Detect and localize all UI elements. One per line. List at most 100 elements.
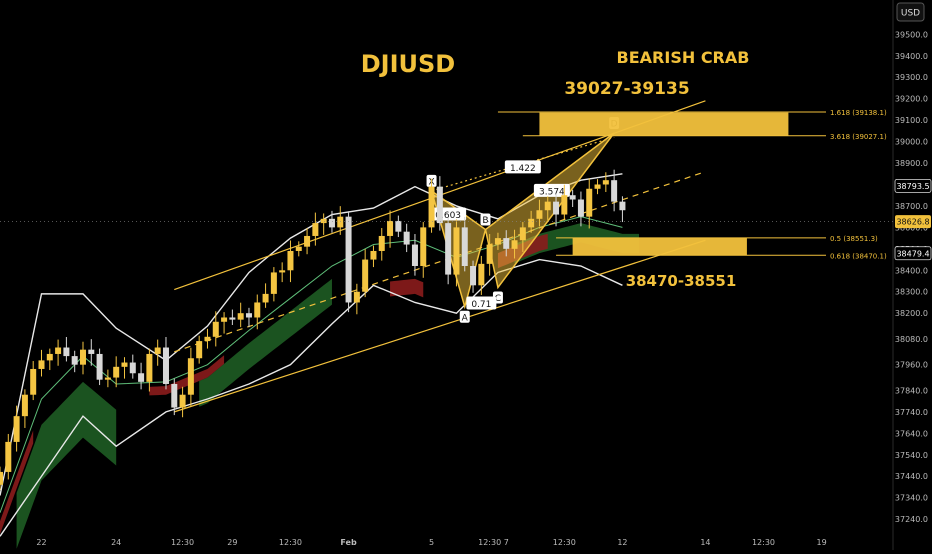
candle-75 [619,196,626,223]
candle-body-10 [79,349,86,365]
candle-59 [486,234,493,276]
candle-20 [162,337,169,390]
time-tick-5: Feb [340,538,357,547]
candle-26 [212,311,219,347]
candle-44 [362,249,369,298]
candle-body-16 [129,362,136,374]
candle-body-73 [602,180,609,185]
price-tick-12: 38300.0 [895,288,928,297]
time-axis[interactable]: 22 24 12:30 29 12:30 Feb 5 12:30 7 12:30 12 14 12:30… [36,538,826,547]
candle-14 [113,356,120,388]
candle-6 [46,348,53,371]
candle-9 [71,350,78,373]
currency-badge[interactable] [896,2,925,22]
candle-56 [461,216,468,272]
pattern-point-a: A [459,310,470,323]
candle-body-29 [237,313,244,320]
candle-60 [494,232,501,250]
currency-label: USD [901,9,920,19]
candle-body-31 [254,302,261,318]
price-tick-17: 37740.0 [895,408,928,417]
candle-body-67 [553,201,560,215]
candle-body-40 [328,218,335,228]
candle-22 [179,386,186,418]
candle-52 [428,178,435,233]
candle-body-9 [71,356,78,365]
time-tick-2: 12:30 [171,538,194,547]
price-label-text-0: 38793.5 [896,182,929,191]
candle-body-53 [436,186,443,224]
target-zone-1 [572,237,747,256]
candle-body-51 [420,227,427,266]
candle-41 [337,206,344,235]
pattern-ratio-label-0: 0.603 [435,211,461,221]
candle-58 [478,255,485,295]
candle-body-57 [470,266,477,286]
time-tick-6: 5 [429,538,434,547]
candle-2 [13,405,20,452]
candle-63 [519,222,526,253]
price-tick-2: 39300.0 [895,73,928,82]
cloud-band-4 [149,355,225,396]
pattern-ratio-label-1: 0.71 [471,300,491,310]
pattern-point-box-b [480,213,491,226]
candle-64 [528,210,535,233]
price-tick-21: 37340.0 [895,494,928,503]
candle-body-26 [212,321,219,337]
time-tick-12: 12:30 [752,538,775,547]
candle-body-62 [511,240,518,249]
target-zone-0 [539,112,789,136]
candle-body-14 [113,366,120,378]
candle-23 [187,347,194,407]
candle-66 [544,196,551,220]
candle-8 [63,337,70,362]
price-tick-3: 39200.0 [895,95,928,104]
candle-body-54 [445,223,452,275]
candle-body-34 [279,270,286,273]
price-tick-11: 38400.0 [895,266,928,275]
price-label-0: 38793.5 [894,178,932,193]
pattern-point-label-a: A [462,313,469,323]
candle-16 [129,354,136,379]
candle-body-69 [569,195,576,200]
lower-zone-label: 38470-38551 [626,272,737,290]
candle-72 [594,179,601,195]
candle-42 [345,211,352,313]
price-tick-13: 38200.0 [895,309,928,318]
candle-73 [602,172,609,192]
price-label-text-2: 38626.8 [896,218,929,227]
candle-body-65 [536,210,543,219]
price-tick-6: 38900.0 [895,159,928,168]
candle-29 [237,302,244,328]
candle-body-0 [0,471,3,485]
candle-50 [411,234,418,276]
candle-body-41 [337,216,344,228]
pattern-ratio-2: 3.574 [533,183,570,197]
candle-body-39 [320,218,327,224]
candle-body-71 [586,188,593,217]
candle-body-43 [353,291,360,303]
pattern-ratio-label-2: 3.574 [539,187,565,197]
pattern-ratio-box-1 [466,296,497,310]
candle-body-4 [30,368,37,395]
candle-4 [30,361,37,401]
candle-25 [204,328,211,349]
candle-37 [304,228,311,255]
candle-body-63 [519,227,526,241]
candle-body-37 [304,235,311,247]
candle-11 [88,339,95,366]
candle-45 [370,245,377,268]
time-tick-4: 12:30 [279,538,302,547]
candle-body-3 [21,394,28,417]
candle-5 [38,349,45,377]
fib-level-label-0: 1.618 (39138.1) [830,109,887,117]
candles-layer [0,169,626,491]
price-label-text-3: 38479.4 [896,249,929,258]
candle-62 [511,229,518,259]
candle-74 [611,169,618,212]
candle-43 [353,283,360,315]
price-tick-8: 38700.0 [895,202,928,211]
